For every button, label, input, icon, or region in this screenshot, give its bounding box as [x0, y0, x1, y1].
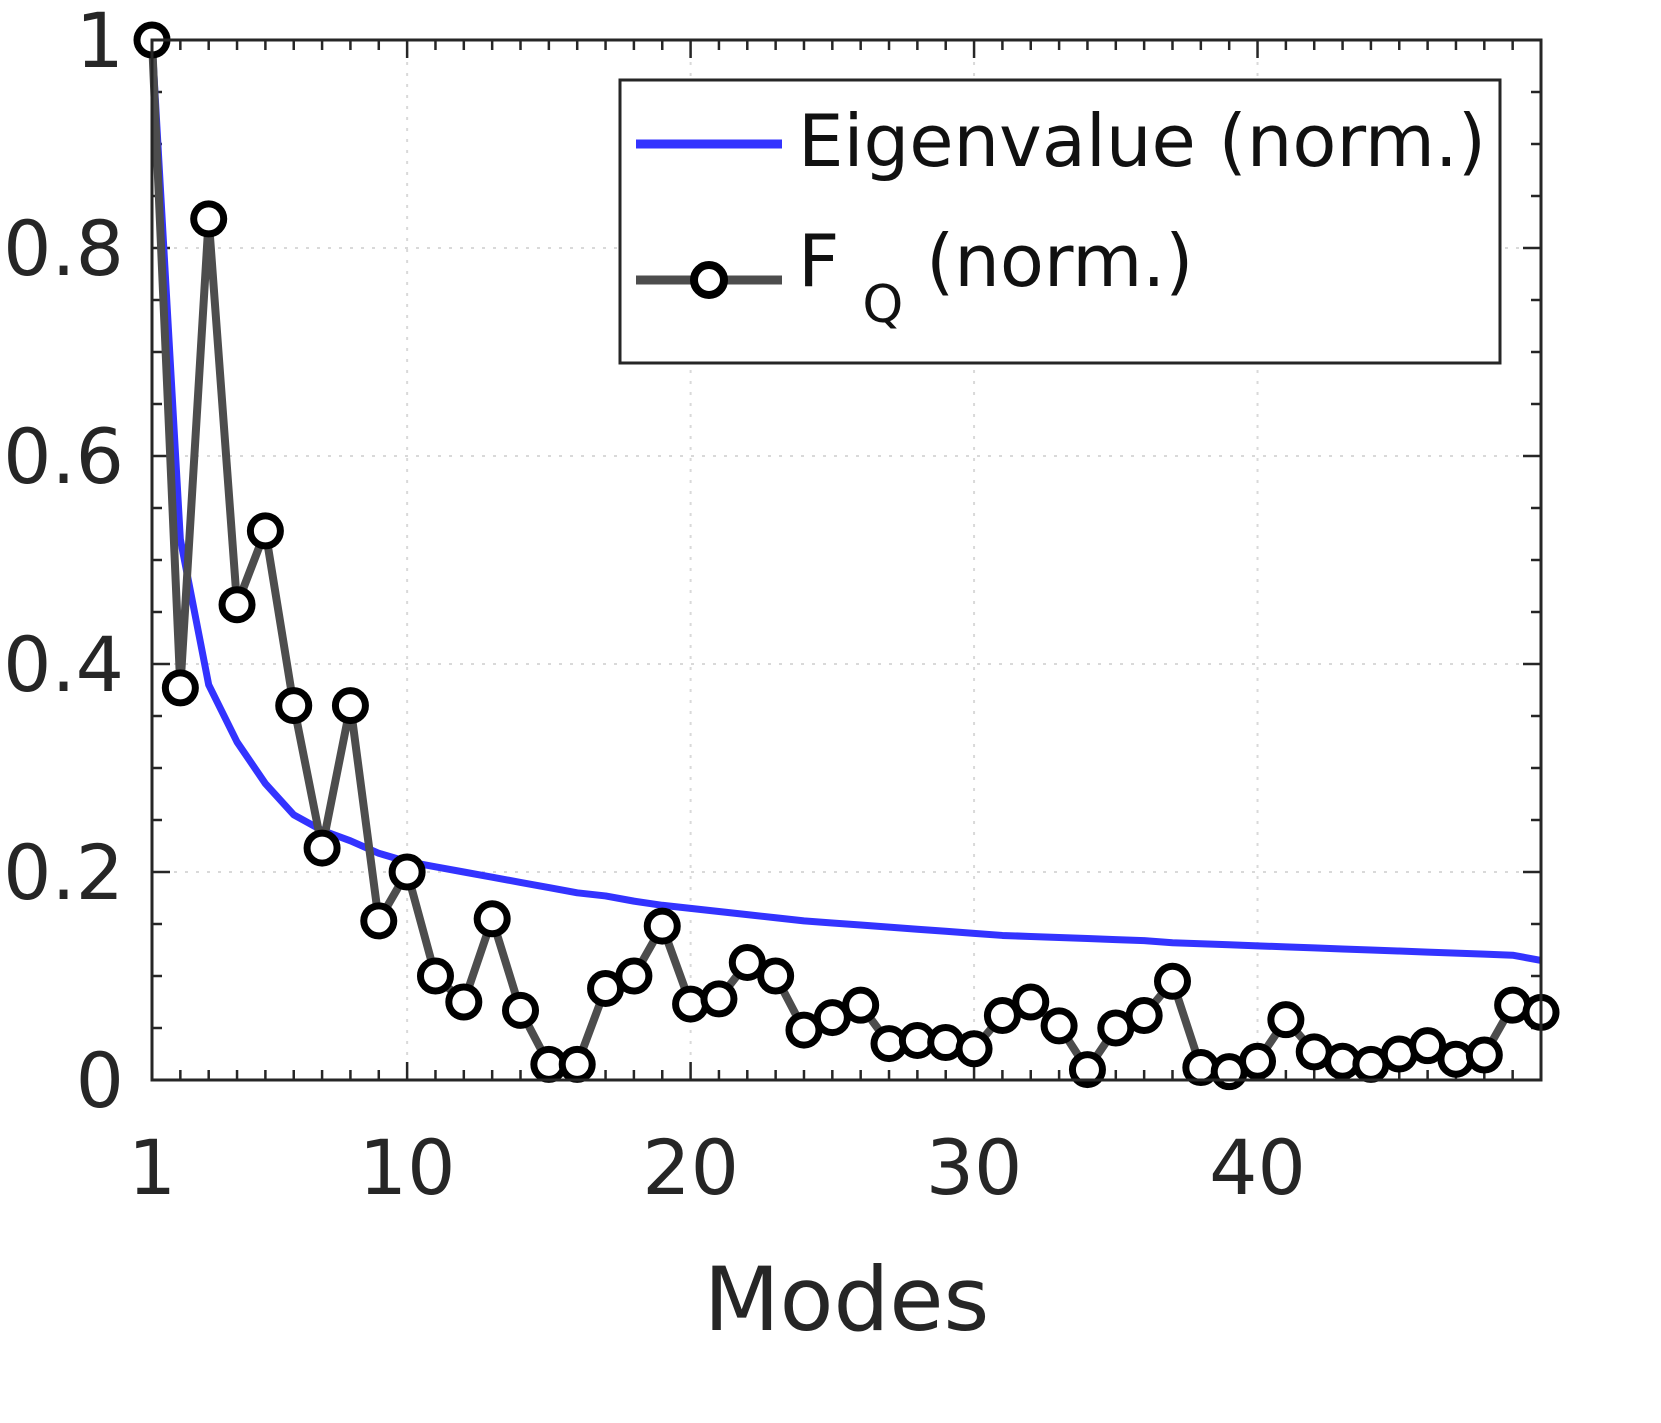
data-point-fq — [161, 669, 199, 707]
x-tick-label: 1 — [128, 1123, 176, 1212]
x-tick-label: 40 — [1209, 1123, 1306, 1212]
data-point-fq — [1040, 1007, 1078, 1045]
data-point-fq — [275, 687, 313, 725]
data-point-fq — [672, 985, 710, 1023]
y-tick-label: 0.8 — [3, 204, 124, 293]
data-point-fq — [1153, 962, 1191, 1000]
data-point-fq — [983, 997, 1021, 1035]
x-tick-label: 30 — [926, 1123, 1023, 1212]
series-line-eigenvalue — [148, 39, 1542, 964]
y-tick-label: 0.4 — [3, 620, 124, 709]
data-point-fq — [643, 907, 681, 945]
data-point-fq — [1068, 1051, 1106, 1089]
x-tick-labels: 1 10 20 30 40 — [128, 1123, 1306, 1212]
y-tick-label: 1 — [76, 0, 124, 85]
data-point-fq — [246, 512, 284, 550]
data-point-fq — [955, 1030, 993, 1068]
data-point-fq — [558, 1045, 596, 1083]
data-point-fq — [416, 957, 454, 995]
data-point-fq — [757, 957, 795, 995]
data-point-fq — [360, 902, 398, 940]
data-point-fq — [303, 829, 341, 867]
legend-label-fq-suffix: (norm.) — [926, 219, 1193, 303]
x-tick-label: 10 — [359, 1123, 456, 1212]
data-point-fq — [615, 957, 653, 995]
data-point-fq — [1267, 1001, 1305, 1039]
series-layer — [133, 21, 1560, 1091]
legend-label-fq-subscript: Q — [862, 275, 903, 335]
legend-label-fq-main: F — [798, 219, 839, 303]
data-point-fq — [728, 943, 766, 981]
y-tick-labels: 0 0.2 0.4 0.6 0.8 1 — [3, 0, 124, 1125]
data-point-fq — [1012, 983, 1050, 1021]
y-tick-label: 0.2 — [3, 828, 124, 917]
data-point-fq — [1465, 1036, 1503, 1074]
grid — [152, 40, 1541, 1080]
x-tick-label: 20 — [642, 1123, 739, 1212]
data-point-fq — [1409, 1027, 1447, 1065]
legend-box — [618, 78, 1502, 365]
data-point-fq — [218, 586, 256, 624]
data-point-fq — [331, 687, 369, 725]
legend-label-fq: F Q (norm.) — [798, 219, 1193, 339]
data-point-fq — [473, 900, 511, 938]
plot-frame — [150, 38, 1543, 1082]
data-point-fq — [1125, 997, 1163, 1035]
data-point-fq — [700, 980, 738, 1018]
data-point-fq — [388, 853, 426, 891]
legend-label-eigenvalue: Eigenvalue (norm.) — [798, 99, 1486, 183]
data-point-fq — [190, 200, 228, 238]
legend: Eigenvalue (norm.) F Q (norm.) — [618, 78, 1502, 365]
x-axis-title: Modes — [704, 1248, 990, 1351]
data-point-fq — [842, 986, 880, 1024]
data-point-fq — [445, 983, 483, 1021]
y-tick-label: 0 — [76, 1036, 124, 1125]
y-tick-label: 0.6 — [3, 412, 124, 501]
data-point-fq — [1239, 1042, 1277, 1080]
legend-marker-fq — [690, 261, 728, 299]
data-point-fq — [502, 991, 540, 1029]
